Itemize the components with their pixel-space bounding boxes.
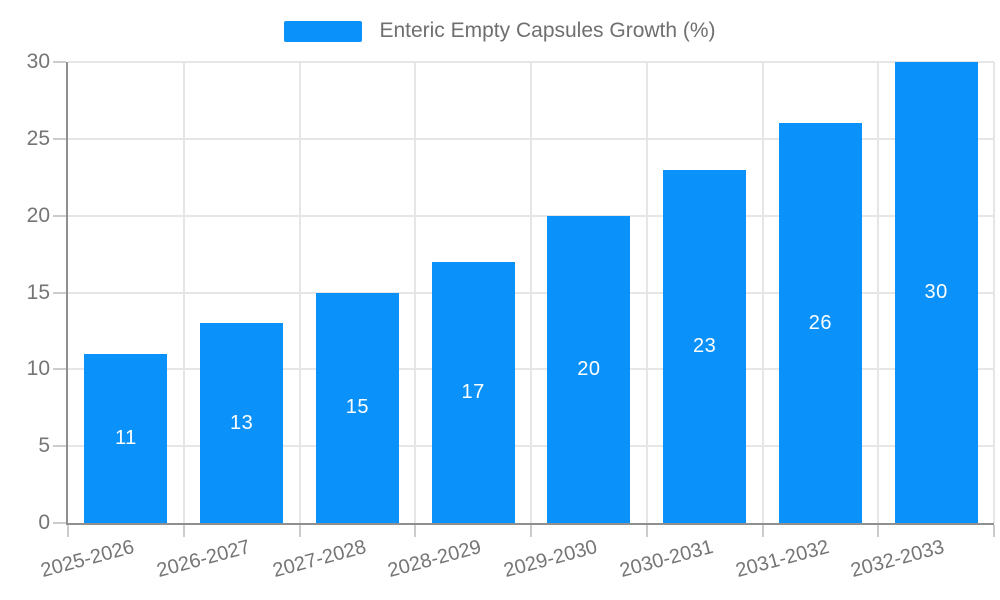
bar-value-label: 20 — [577, 357, 601, 380]
gridline-vertical — [761, 62, 764, 523]
bar-value-label: 26 — [808, 311, 832, 334]
legend: Enteric Empty Capsules Growth (%) — [0, 18, 1000, 44]
x-tick-label: 2031-2032 — [733, 535, 832, 582]
x-tick-label: 2028-2029 — [385, 535, 485, 582]
bar: 26 — [778, 123, 862, 523]
bar-value-label: 17 — [461, 380, 485, 403]
x-axis-tick — [761, 525, 764, 537]
bar-value-label: 13 — [230, 411, 254, 434]
y-axis-tick — [53, 61, 66, 63]
y-tick-label: 25 — [26, 126, 50, 150]
bar: 23 — [663, 169, 747, 523]
x-tick-label: 2026-2027 — [154, 535, 253, 582]
x-tick-label: 2029-2030 — [501, 535, 600, 582]
x-axis-tick — [993, 525, 995, 537]
bar: 30 — [894, 62, 978, 523]
y-axis-line — [66, 62, 68, 525]
y-tick-label: 5 — [38, 434, 50, 458]
bar: 17 — [431, 261, 515, 523]
x-axis-line — [66, 523, 994, 525]
y-tick-label: 30 — [26, 50, 50, 73]
x-tick-label: 2032-2033 — [848, 535, 948, 582]
y-axis-tick — [53, 291, 66, 294]
y-axis-tick — [53, 137, 66, 140]
y-tick-label: 0 — [38, 511, 50, 534]
bar: 13 — [200, 323, 284, 523]
bar: 20 — [547, 215, 631, 523]
bar-value-label: 11 — [114, 426, 137, 449]
y-axis-tick — [53, 445, 66, 448]
y-axis-tick — [53, 368, 66, 371]
y-axis-tick — [53, 214, 66, 217]
legend-swatch-icon — [284, 20, 363, 42]
bar-value-label: 15 — [345, 396, 369, 419]
x-tick-label: 2027-2028 — [270, 535, 369, 582]
x-axis-tick — [182, 525, 185, 537]
x-axis-tick — [877, 525, 880, 537]
bar: 15 — [315, 292, 399, 523]
x-tick-label: 2025-2026 — [38, 535, 137, 582]
gridline-vertical — [182, 62, 185, 523]
x-tick-label: 2030-2031 — [617, 535, 716, 582]
x-axis-tick — [530, 525, 532, 537]
plot-area: 11 13 15 17 20 23 26 30 — [68, 61, 995, 523]
bar-value-label: 30 — [924, 281, 948, 303]
bar-value-label: 23 — [693, 334, 717, 357]
gridline-vertical — [645, 62, 648, 523]
y-tick-label: 15 — [26, 280, 50, 304]
gridline-vertical — [530, 62, 532, 523]
gridline-vertical — [877, 62, 880, 523]
y-axis-tick — [53, 522, 66, 524]
legend-label: Enteric Empty Capsules Growth (%) — [379, 19, 716, 42]
y-tick-label: 10 — [26, 357, 50, 381]
gridline-vertical — [414, 62, 417, 523]
legend-item[interactable]: Enteric Empty Capsules Growth (%) — [284, 18, 716, 44]
bar: 11 — [84, 353, 168, 523]
x-axis-tick — [414, 525, 417, 537]
x-axis-tick — [298, 525, 301, 537]
gridline-vertical — [993, 62, 995, 523]
gridline-vertical — [298, 62, 301, 523]
x-axis-tick — [645, 525, 648, 537]
y-tick-label: 20 — [26, 203, 50, 227]
x-axis-tick — [67, 525, 69, 537]
